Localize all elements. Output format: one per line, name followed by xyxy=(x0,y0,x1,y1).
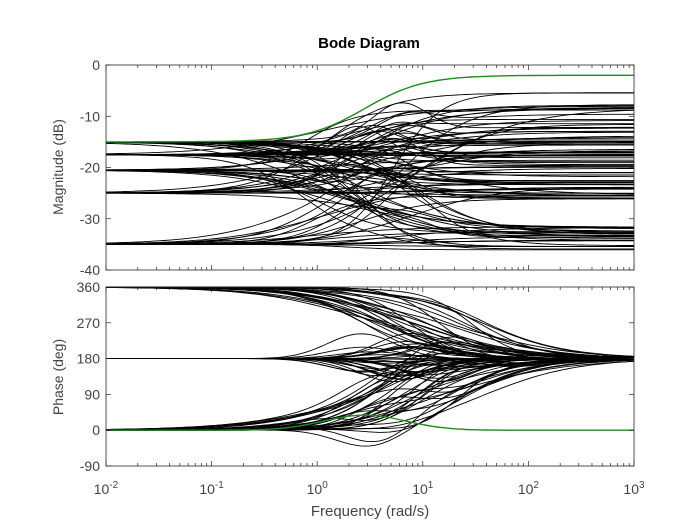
magnitude-panel: 0 -10 -20 -30 -40 Magnitude (dB) xyxy=(50,57,634,278)
chart-title: Bode Diagram xyxy=(318,35,420,52)
phase-y-tick-label: 90 xyxy=(84,386,100,402)
magnitude-y-tick-label: -40 xyxy=(80,262,100,278)
tick-exponent: -2 xyxy=(109,480,118,491)
phase-y-tick-label: 270 xyxy=(77,315,101,331)
tick-exponent: 0 xyxy=(322,480,328,491)
phase-panel: 360 270 180 90 0 -90 Phase (deg) xyxy=(50,279,634,474)
tick-base: 10 xyxy=(307,481,323,497)
phase-y-tick-label: 360 xyxy=(77,279,101,295)
magnitude-y-tick-label: -10 xyxy=(80,108,100,124)
magnitude-y-tick-label: -20 xyxy=(80,160,100,176)
phase-y-tick-label: 0 xyxy=(92,422,100,438)
magnitude-y-tick-label: -30 xyxy=(80,211,100,227)
tick-base: 10 xyxy=(94,481,110,497)
tick-base: 10 xyxy=(199,481,215,497)
tick-base: 10 xyxy=(518,481,534,497)
phase-y-axis-label: Phase (deg) xyxy=(50,339,66,415)
tick-base: 10 xyxy=(412,481,428,497)
phase-y-tick-label: -90 xyxy=(80,458,100,474)
frequency-axis-label: Frequency (rad/s) xyxy=(311,503,429,520)
phase-y-tick-label: 180 xyxy=(77,351,101,367)
magnitude-y-tick-label: 0 xyxy=(92,57,100,73)
tick-exponent: 2 xyxy=(533,480,539,491)
tick-exponent: 3 xyxy=(639,480,645,491)
magnitude-y-axis-label: Magnitude (dB) xyxy=(50,119,66,215)
tick-base: 10 xyxy=(623,481,639,497)
tick-exponent: 1 xyxy=(428,480,434,491)
tick-exponent: -1 xyxy=(215,480,224,491)
